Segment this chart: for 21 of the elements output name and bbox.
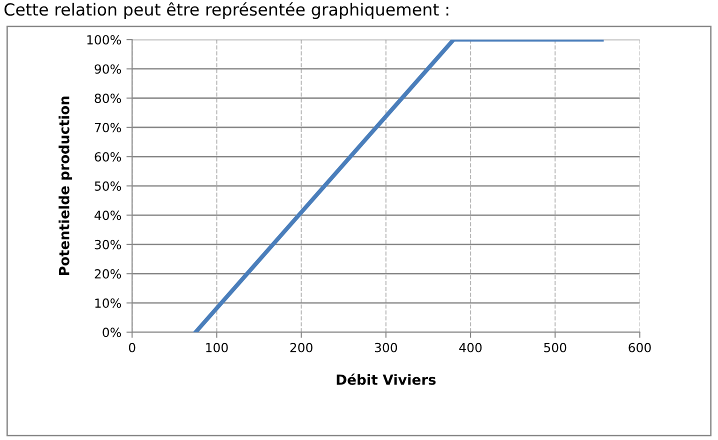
x-tick-label: 0: [128, 342, 136, 352]
y-tick-label: 50%: [94, 181, 122, 191]
x-tick-label: 400: [459, 342, 482, 352]
x-axis-title: Débit Viviers: [336, 374, 436, 385]
y-tick-label: 90%: [94, 64, 122, 74]
y-tick-label: 80%: [94, 94, 122, 104]
y-tick-label: 60%: [94, 152, 122, 162]
y-axis-title: Potentielde production: [58, 96, 72, 275]
y-tick-label: 30%: [94, 240, 122, 250]
x-tick-label: 600: [628, 342, 651, 352]
text: Cette relation peut être représentée graphiquement :: [4, 2, 448, 19]
y-tick-label: 100%: [87, 35, 122, 45]
y-tick-label: 70%: [94, 122, 122, 132]
y-tick-label: 20%: [94, 269, 122, 279]
x-tick-label: 300: [374, 342, 398, 352]
y-tick-label: 10%: [95, 298, 122, 308]
y-tick-label: 40%: [94, 210, 122, 220]
x-tick-label: 200: [290, 342, 312, 352]
x-tick-label: 100: [206, 342, 228, 352]
y-tick-label: 0%: [102, 328, 122, 338]
x-tick-label: 500: [544, 342, 566, 352]
